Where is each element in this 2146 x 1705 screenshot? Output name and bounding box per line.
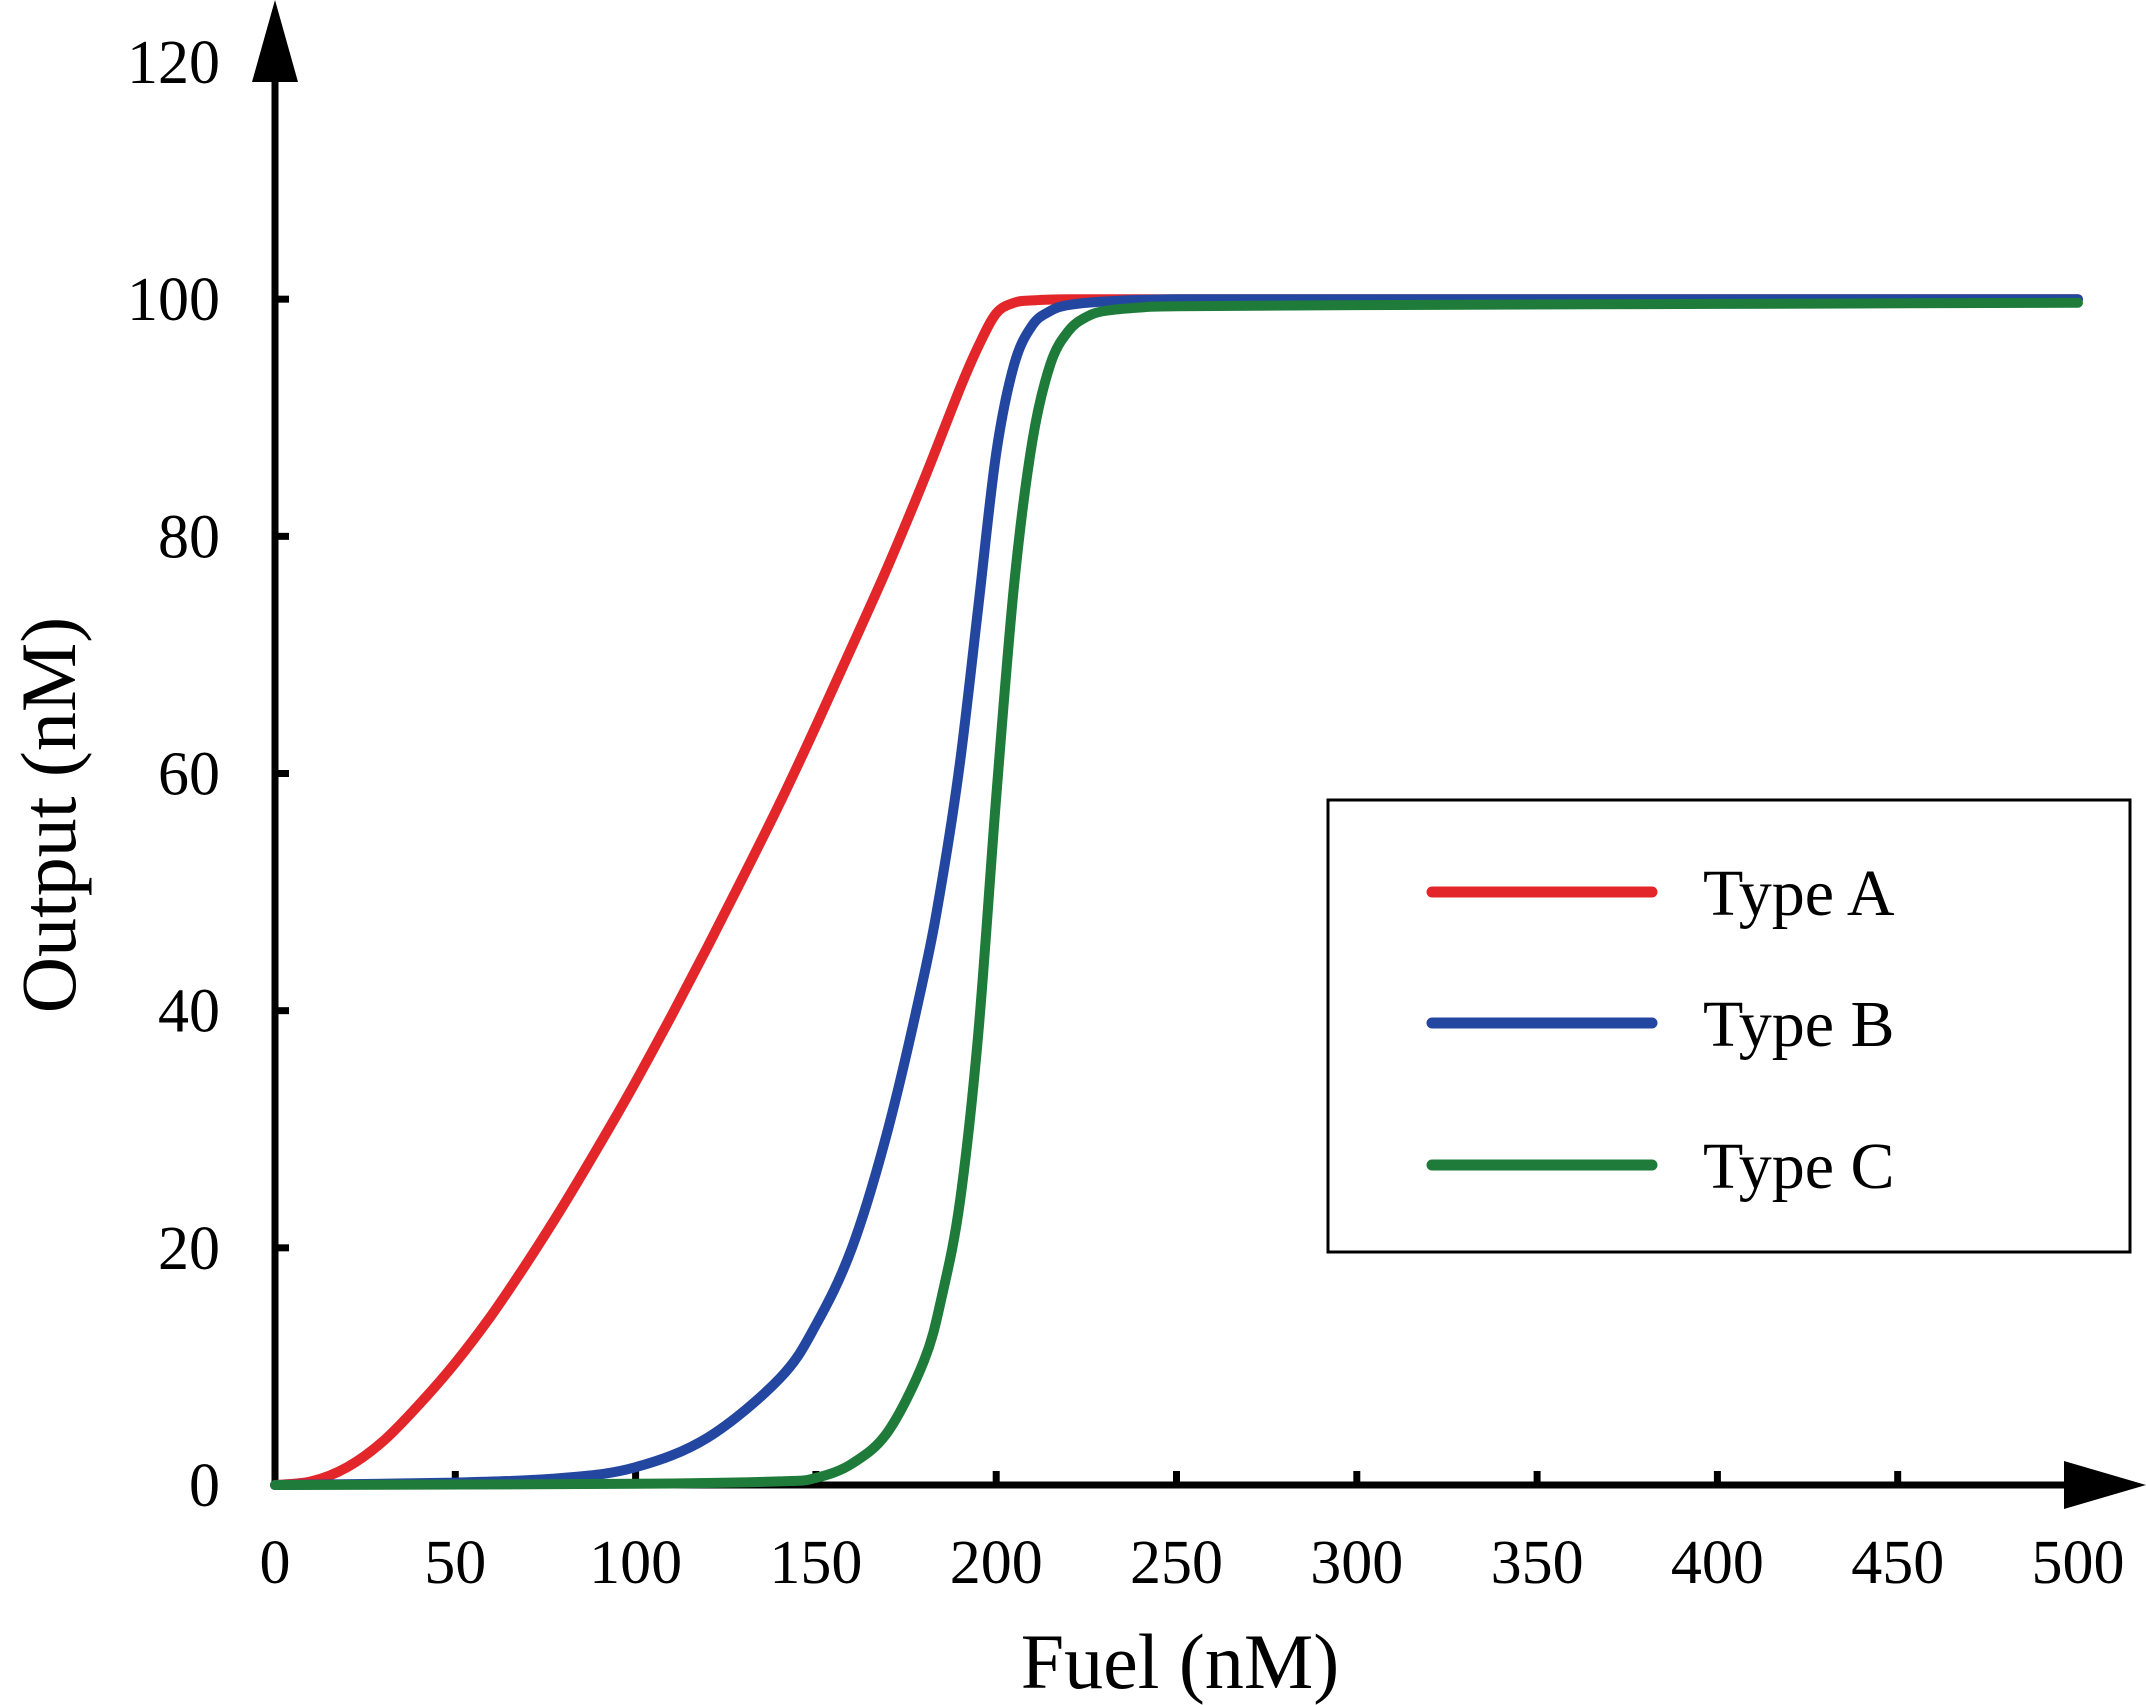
y-ticks: 0 20 40 60 80 100 120: [127, 29, 289, 1520]
y-tick-label: 80: [158, 503, 220, 571]
y-tick-label: 0: [189, 1452, 220, 1520]
legend: Type A Type B Type C: [1326, 798, 2132, 1254]
y-tick-label: 20: [158, 1215, 220, 1283]
x-axis-title: Fuel (nM): [1021, 1618, 1339, 1705]
axes: [252, 0, 2146, 1509]
legend-label-type-b: Type B: [1703, 988, 1895, 1061]
x-tick-label: 150: [769, 1529, 862, 1597]
x-tick-label: 50: [424, 1529, 486, 1597]
series-line-type-c: [270, 297, 2083, 1490]
x-tick-label: 500: [2032, 1529, 2125, 1597]
y-axis-arrow-icon: [252, 0, 298, 82]
x-tick-label: 350: [1491, 1529, 1584, 1597]
x-tick-label: 100: [589, 1529, 682, 1597]
x-axis-arrow-icon: [2064, 1461, 2146, 1509]
x-tick-label: 300: [1310, 1529, 1403, 1597]
x-tick-label: 250: [1130, 1529, 1223, 1597]
legend-label-type-c: Type C: [1703, 1130, 1895, 1203]
x-tick-label: 200: [950, 1529, 1043, 1597]
y-tick-label: 120: [127, 29, 220, 97]
x-tick-label: 450: [1851, 1529, 1944, 1597]
y-tick-label: 60: [158, 741, 220, 809]
y-axis-title: Output (nM): [5, 617, 92, 1013]
x-tick-label: 0: [260, 1529, 291, 1597]
series-layer: [270, 294, 2083, 1490]
y-tick-label: 100: [127, 266, 220, 334]
legend-label-type-a: Type A: [1703, 857, 1895, 930]
series-line-type-b: [270, 294, 2083, 1490]
y-tick-label: 40: [158, 978, 220, 1046]
x-tick-label: 400: [1671, 1529, 1764, 1597]
x-ticks: 0 50 100 150 200 250 300 350 400 450 500: [260, 1471, 2125, 1597]
